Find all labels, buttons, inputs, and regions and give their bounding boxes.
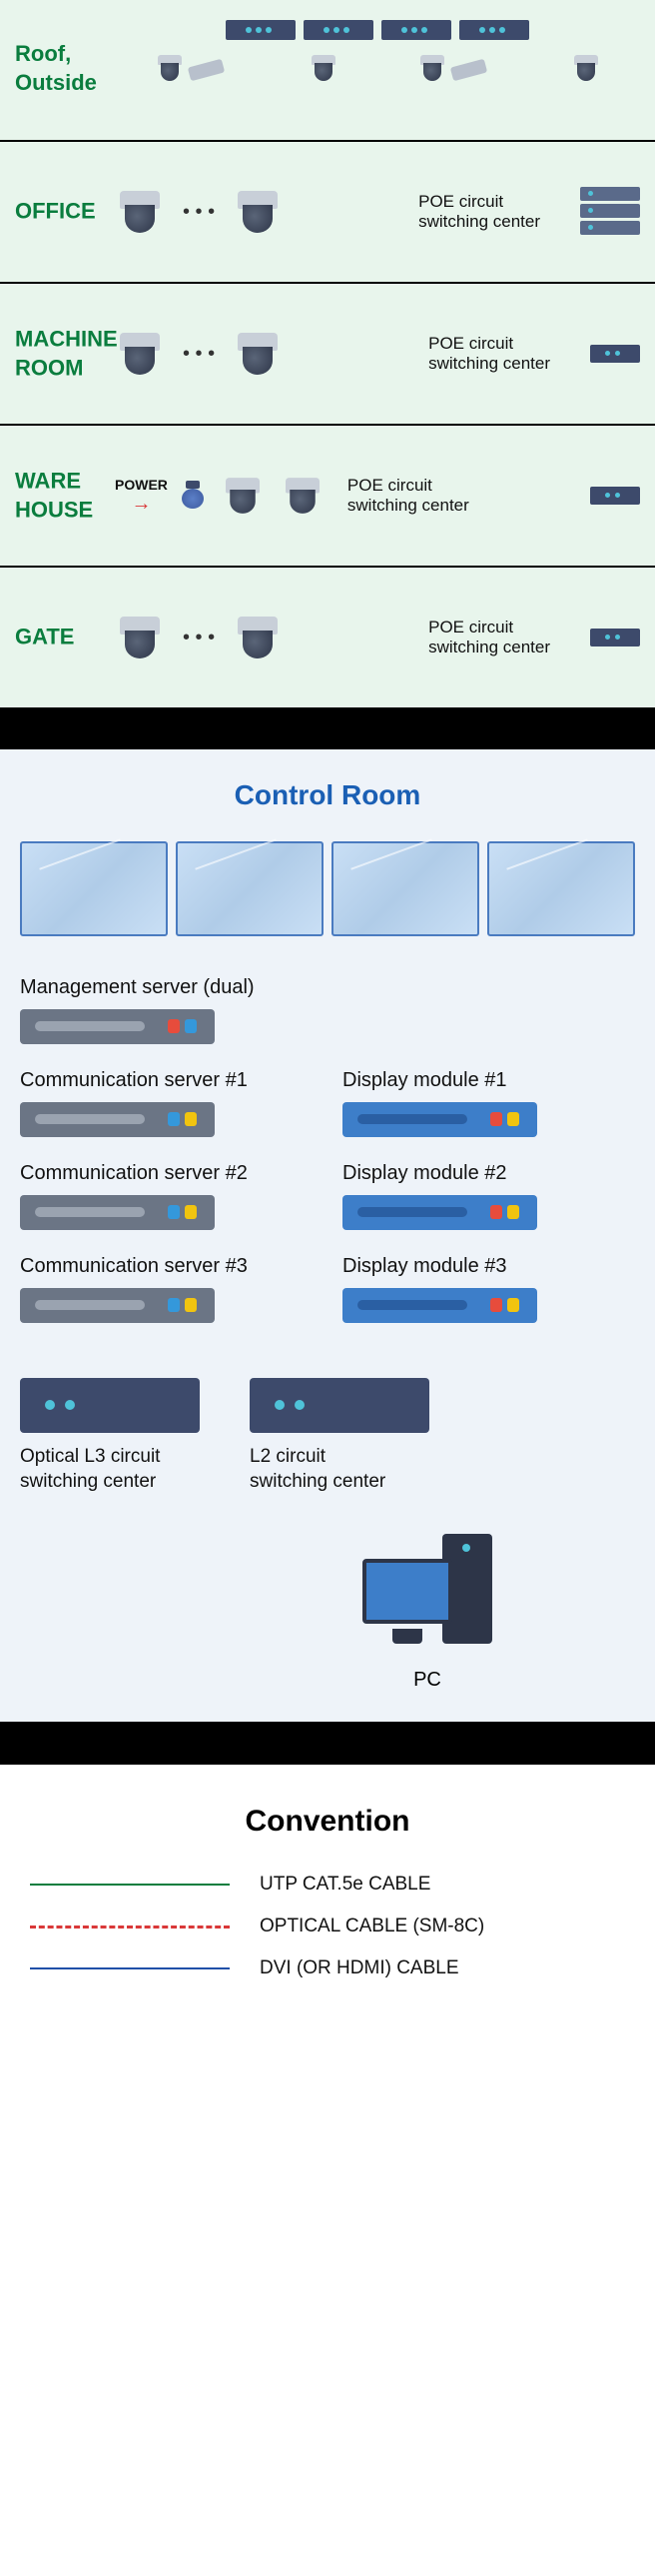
dome-camera-icon (572, 55, 600, 83)
monitor-wall (20, 841, 635, 936)
optical-line-icon (30, 1926, 230, 1929)
monitor-icon (20, 841, 168, 936)
l2-switch-group: L2 circuit switching center (250, 1378, 429, 1494)
zone-roof-label: Roof, Outside (15, 40, 97, 97)
office-content: • • • POE circuit switching center (115, 162, 640, 262)
pc-icon (362, 1534, 492, 1654)
poe-label: POE circuit switching center (347, 476, 469, 517)
convention-title: Convention (30, 1805, 625, 1839)
l3-switch-icon (20, 1378, 200, 1433)
dome-camera-icon (233, 617, 283, 658)
comm2-label: Communication server #2 (20, 1162, 313, 1185)
switch-icon (590, 629, 640, 646)
poe-label: POE circuit switching center (428, 334, 550, 375)
display-module-icon (342, 1288, 537, 1323)
comm-server-icon (20, 1102, 215, 1137)
utp-line-icon (30, 1884, 230, 1886)
dome-camera-icon (115, 333, 165, 375)
server-columns: Communication server #1 Communication se… (20, 1069, 635, 1348)
roof-switch-icon (459, 20, 529, 40)
monitor-icon (487, 841, 635, 936)
power-arrow-icon: → (115, 493, 168, 516)
comm3-label: Communication server #3 (20, 1255, 313, 1278)
dome-camera-icon (115, 617, 165, 658)
utp-label: UTP CAT.5e CABLE (260, 1874, 430, 1896)
switches-row: Optical L3 circuit switching center L2 c… (20, 1378, 635, 1494)
dome-camera-icon (233, 333, 283, 375)
control-room: Control Room Management server (dual) Co… (0, 749, 655, 1722)
zone-machine: MACHINE ROOM • • • POE circuit switching… (0, 284, 655, 426)
comm-column: Communication server #1 Communication se… (20, 1069, 313, 1348)
ellipsis-icon: • • • (183, 343, 215, 366)
pc-area: PC (220, 1534, 635, 1692)
optical-label: OPTICAL CABLE (SM-8C) (260, 1916, 484, 1937)
l3-switch-group: Optical L3 circuit switching center (20, 1378, 200, 1494)
dome-camera-icon (282, 478, 325, 514)
dome-camera-icon (115, 191, 165, 233)
l2-label: L2 circuit switching center (250, 1445, 429, 1494)
l3-label: Optical L3 circuit switching center (20, 1445, 200, 1494)
disp2-label: Display module #2 (342, 1162, 635, 1185)
disp1-label: Display module #1 (342, 1069, 635, 1092)
display-module-icon (342, 1195, 537, 1230)
warehouse-content: POWER → POE circuit switching center (115, 446, 640, 546)
zone-machine-label: MACHINE ROOM (15, 325, 118, 382)
roof-switch-icon (226, 20, 296, 40)
zone-office: OFFICE • • • POE circuit switching cente… (0, 142, 655, 284)
mgmt-server-icon (20, 1009, 215, 1044)
zone-warehouse: WARE HOUSE POWER → POE circuit switching… (0, 426, 655, 568)
gate-content: • • • POE circuit switching center (115, 588, 640, 687)
comm1-label: Communication server #1 (20, 1069, 313, 1092)
dome-camera-icon (233, 191, 283, 233)
alarm-light-icon (178, 481, 208, 511)
bullet-camera-icon (189, 55, 229, 80)
display-module-icon (342, 1102, 537, 1137)
dome-camera-icon (418, 55, 446, 83)
monitor-icon (176, 841, 324, 936)
pc-label: PC (220, 1669, 635, 1692)
legend-utp: UTP CAT.5e CABLE (30, 1874, 625, 1896)
ellipsis-icon: • • • (183, 201, 215, 224)
comm-server-icon (20, 1288, 215, 1323)
poe-label: POE circuit switching center (418, 192, 540, 233)
control-title: Control Room (20, 779, 635, 811)
roof-content (115, 20, 640, 120)
display-column: Display module #1 Display module #2 Disp… (342, 1069, 635, 1348)
legend-optical: OPTICAL CABLE (SM-8C) (30, 1916, 625, 1937)
separator (0, 709, 655, 749)
l2-switch-icon (250, 1378, 429, 1433)
dome-camera-icon (222, 478, 265, 514)
server-stack-icon (580, 187, 640, 237)
power-label: POWER (115, 477, 168, 493)
dome-camera-icon (310, 55, 337, 83)
zone-gate-label: GATE (15, 624, 74, 652)
comm-server-icon (20, 1195, 215, 1230)
dvi-line-icon (30, 1967, 230, 1969)
bullet-camera-icon (451, 55, 491, 80)
monitor-icon (331, 841, 479, 936)
legend-dvi: DVI (OR HDMI) CABLE (30, 1957, 625, 1979)
machine-content: • • • POE circuit switching center (115, 304, 640, 404)
zone-office-label: OFFICE (15, 198, 96, 227)
dome-camera-icon (156, 55, 184, 83)
mgmt-server-label: Management server (dual) (20, 976, 635, 999)
separator (0, 1722, 655, 1762)
switch-icon (590, 487, 640, 505)
poe-label: POE circuit switching center (428, 618, 550, 658)
switch-icon (590, 345, 640, 363)
zone-roof: Roof, Outside (0, 0, 655, 142)
disp3-label: Display module #3 (342, 1255, 635, 1278)
roof-switch-icon (381, 20, 451, 40)
roof-cameras (115, 55, 640, 83)
roof-switch-icon (304, 20, 373, 40)
zone-warehouse-label: WARE HOUSE (15, 467, 93, 524)
zone-gate: GATE • • • POE circuit switching center (0, 568, 655, 709)
roof-switches (115, 20, 640, 40)
ellipsis-icon: • • • (183, 627, 215, 649)
convention: Convention UTP CAT.5e CABLE OPTICAL CABL… (0, 1762, 655, 2039)
dvi-label: DVI (OR HDMI) CABLE (260, 1957, 459, 1979)
